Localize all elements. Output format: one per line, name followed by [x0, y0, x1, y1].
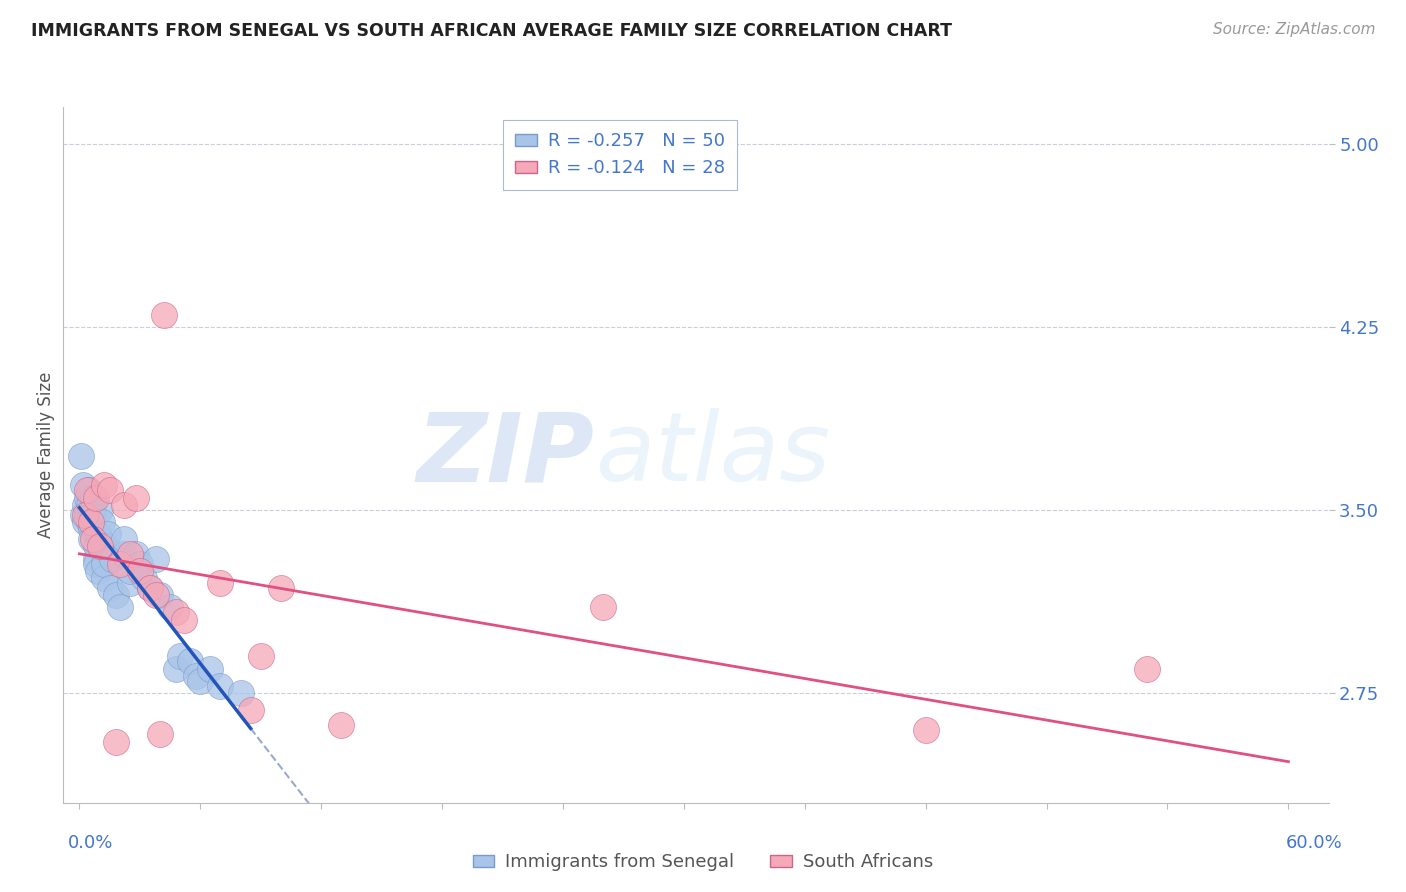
Point — [108, 600, 131, 615]
Point — [80, 522, 103, 536]
Point — [75, 498, 97, 512]
Point — [270, 581, 292, 595]
Point — [108, 557, 131, 571]
Point — [89, 503, 111, 517]
Point — [118, 547, 141, 561]
Point — [188, 673, 211, 688]
Text: ZIP: ZIP — [416, 409, 595, 501]
Text: 0.0%: 0.0% — [67, 834, 112, 852]
Point — [239, 703, 262, 717]
Point — [84, 540, 107, 554]
Point — [132, 571, 155, 585]
Point — [86, 564, 108, 578]
Point — [145, 551, 167, 566]
Point — [139, 581, 162, 595]
Point — [153, 308, 176, 322]
Point — [229, 686, 252, 700]
Point — [125, 491, 148, 505]
Point — [149, 727, 172, 741]
Point — [169, 649, 191, 664]
Point — [128, 557, 150, 571]
Y-axis label: Average Family Size: Average Family Size — [37, 372, 55, 538]
Point — [209, 679, 232, 693]
Point — [592, 600, 614, 615]
Point — [149, 588, 172, 602]
Point — [145, 588, 167, 602]
Point — [89, 540, 111, 554]
Point — [914, 723, 936, 737]
Point — [82, 508, 104, 522]
Point — [79, 483, 101, 498]
Point — [128, 564, 150, 578]
Point — [1136, 661, 1159, 675]
Point — [249, 649, 271, 664]
Point — [75, 508, 97, 522]
Point — [84, 551, 107, 566]
Point — [118, 564, 141, 578]
Point — [70, 449, 93, 463]
Point — [79, 515, 101, 529]
Point — [84, 557, 107, 571]
Point — [100, 551, 122, 566]
Point — [89, 540, 111, 554]
Point — [159, 600, 181, 615]
Text: Source: ZipAtlas.com: Source: ZipAtlas.com — [1212, 22, 1375, 37]
Point — [98, 581, 121, 595]
Point — [209, 576, 232, 591]
Point — [165, 606, 187, 620]
Point — [82, 503, 104, 517]
Point — [186, 669, 208, 683]
Point — [90, 515, 112, 529]
Point — [179, 654, 201, 668]
Point — [80, 515, 103, 529]
Point — [93, 571, 115, 585]
Point — [98, 483, 121, 498]
Point — [80, 532, 103, 546]
Point — [84, 491, 107, 505]
Point — [112, 532, 135, 546]
Point — [139, 581, 162, 595]
Point — [165, 661, 187, 675]
Text: 60.0%: 60.0% — [1286, 834, 1343, 852]
Point — [72, 478, 94, 492]
Point — [118, 576, 141, 591]
Legend: R = -0.257   N = 50, R = -0.124   N = 28: R = -0.257 N = 50, R = -0.124 N = 28 — [503, 120, 737, 190]
Point — [112, 498, 135, 512]
Point — [94, 540, 117, 554]
Point — [173, 613, 195, 627]
Point — [72, 508, 94, 522]
Point — [93, 478, 115, 492]
Point — [76, 508, 98, 522]
Point — [79, 498, 101, 512]
Text: IMMIGRANTS FROM SENEGAL VS SOUTH AFRICAN AVERAGE FAMILY SIZE CORRELATION CHART: IMMIGRANTS FROM SENEGAL VS SOUTH AFRICAN… — [31, 22, 952, 40]
Text: atlas: atlas — [595, 409, 830, 501]
Point — [82, 491, 104, 505]
Point — [76, 483, 98, 498]
Point — [76, 491, 98, 505]
Point — [125, 547, 148, 561]
Point — [86, 527, 108, 541]
Point — [330, 717, 353, 731]
Point — [200, 661, 222, 675]
Point — [97, 527, 120, 541]
Point — [104, 588, 127, 602]
Point — [112, 547, 135, 561]
Point — [93, 557, 115, 571]
Legend: Immigrants from Senegal, South Africans: Immigrants from Senegal, South Africans — [465, 847, 941, 879]
Point — [75, 515, 97, 529]
Point — [104, 735, 127, 749]
Point — [82, 532, 104, 546]
